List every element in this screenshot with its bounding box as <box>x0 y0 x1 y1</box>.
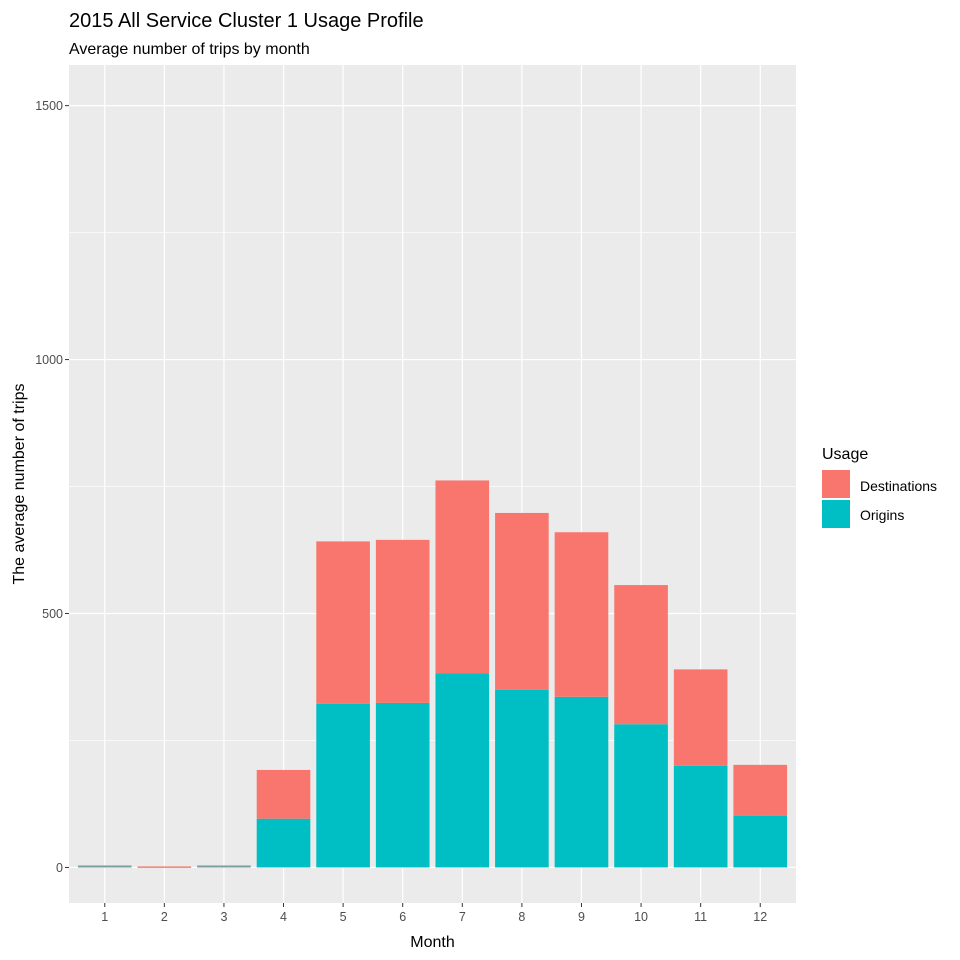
legend-label-destinations: Destinations <box>860 478 937 494</box>
x-tick-label: 8 <box>518 910 525 924</box>
bar-origins-month-8 <box>495 689 549 868</box>
bar-destinations-month-1 <box>77 865 132 867</box>
bar-destinations-month-6 <box>375 539 430 703</box>
bar-destinations-month-11 <box>673 669 728 766</box>
x-tick-label: 6 <box>399 910 406 924</box>
bar-destinations-month-8 <box>495 512 549 690</box>
bar-origins-month-11 <box>673 765 728 868</box>
bar-origins-month-2 <box>137 866 192 868</box>
bar-origins-month-9 <box>554 696 609 868</box>
x-axis-title: Month <box>410 934 454 951</box>
bar-origins-month-12 <box>733 815 788 868</box>
bar-origins-month-4 <box>256 818 311 868</box>
chart-title: 2015 All Service Cluster 1 Usage Profile <box>69 10 424 32</box>
x-tick-label: 3 <box>220 910 227 924</box>
legend-title: Usage <box>822 446 868 463</box>
legend-key-destinations <box>822 470 850 498</box>
chart-subtitle: Average number of trips by month <box>69 41 310 58</box>
y-tick-label: 1000 <box>35 353 63 367</box>
bar-origins-month-3 <box>197 866 251 868</box>
y-axis-title: The average number of trips <box>11 384 28 585</box>
grid-lines <box>69 65 796 903</box>
bar-destinations-month-10 <box>614 585 668 725</box>
bar-origins-month-7 <box>435 673 490 868</box>
y-axis-ticks: 0 500 1000 1500 <box>35 99 69 875</box>
bar-origins-month-1 <box>77 866 132 868</box>
x-tick-label: 4 <box>280 910 287 924</box>
x-tick-label: 2 <box>161 910 168 924</box>
legend-label-origins: Origins <box>860 507 904 523</box>
x-tick-label: 11 <box>694 910 707 924</box>
bar-destinations-month-9 <box>554 532 609 697</box>
bar-destinations-month-7 <box>435 480 490 674</box>
bars <box>77 480 788 868</box>
legend-key-origins <box>822 500 850 528</box>
x-tick-label: 10 <box>634 910 648 924</box>
bar-destinations-month-2 <box>137 866 192 868</box>
bar-destinations-month-12 <box>733 764 788 816</box>
x-tick-label: 5 <box>340 910 347 924</box>
x-tick-label: 12 <box>753 910 767 924</box>
bar-destinations-month-3 <box>197 865 251 867</box>
bar-destinations-month-4 <box>256 769 311 819</box>
x-tick-label: 9 <box>578 910 585 924</box>
bar-origins-month-10 <box>614 724 668 868</box>
x-tick-label: 1 <box>101 910 108 924</box>
y-tick-label: 500 <box>42 607 63 621</box>
y-tick-label: 0 <box>56 861 63 875</box>
legend: Usage Destinations Origins <box>822 446 937 528</box>
y-tick-label: 1500 <box>35 99 63 113</box>
x-tick-label: 7 <box>459 910 466 924</box>
bar-destinations-month-5 <box>316 541 370 704</box>
bar-origins-month-6 <box>375 702 430 868</box>
bar-origins-month-5 <box>316 703 370 868</box>
x-axis-ticks: 1 2 3 4 5 6 7 8 9 10 11 12 <box>101 903 767 924</box>
